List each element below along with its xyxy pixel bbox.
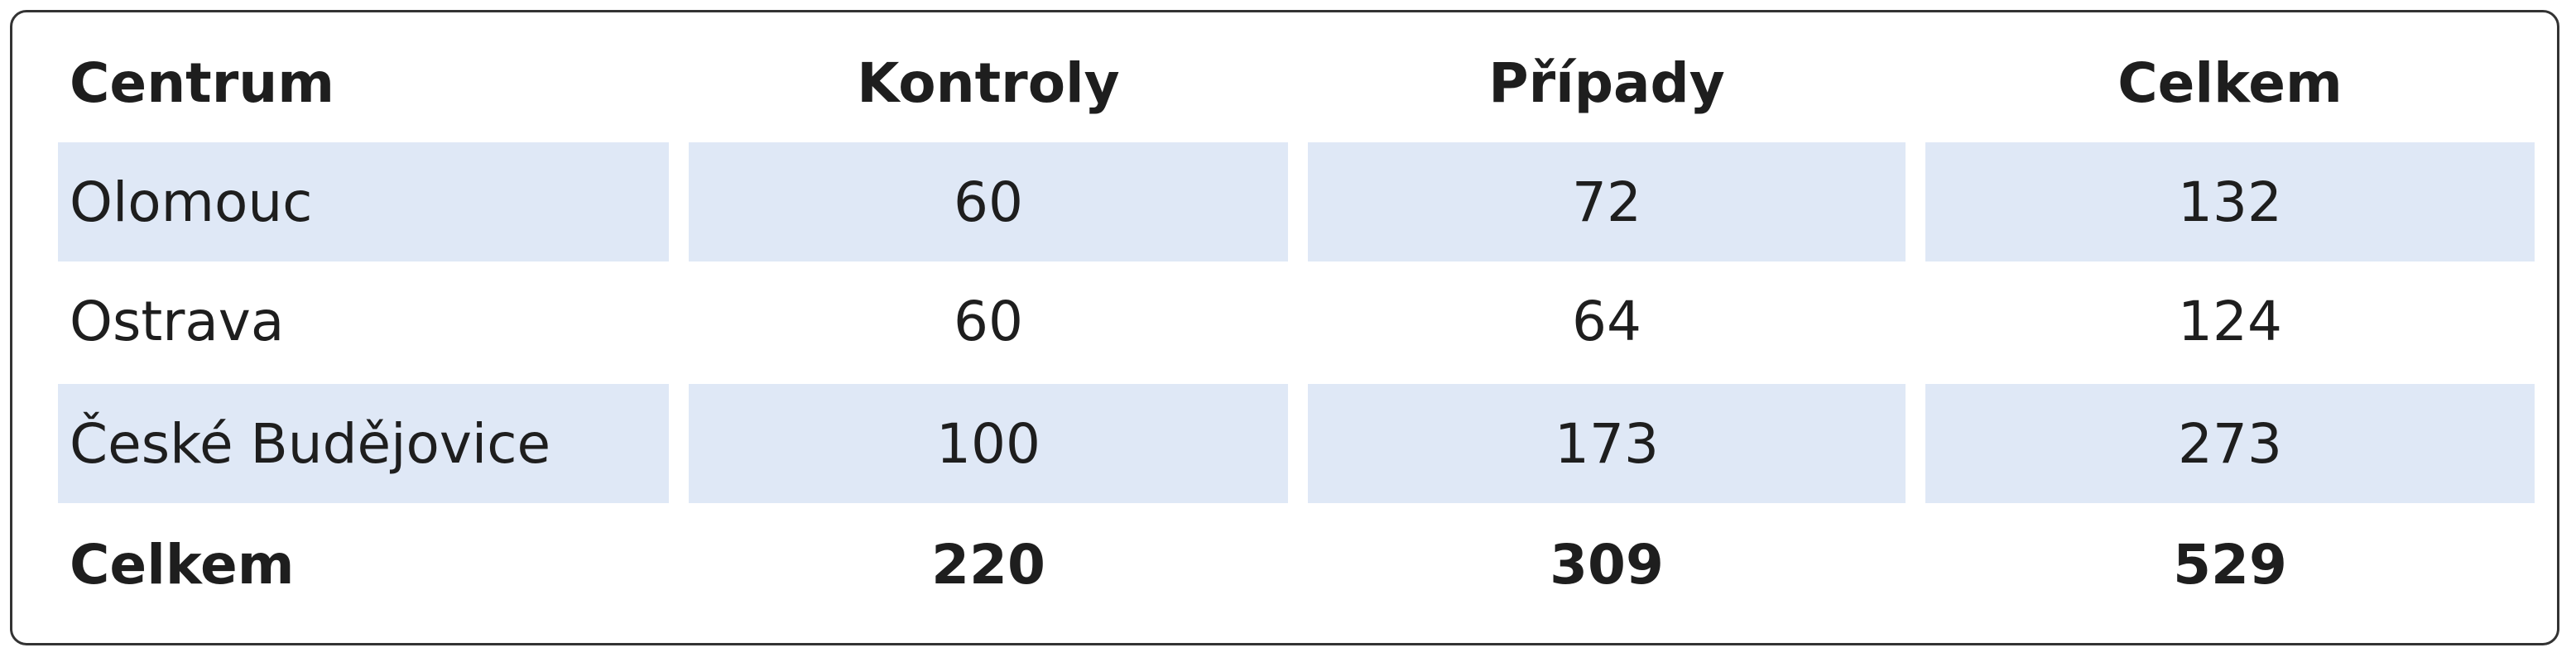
value-cell: 64 (1572, 289, 1641, 353)
value-cell: 72 (1308, 142, 1906, 261)
header-cell: Celkem (2117, 50, 2343, 115)
value-cell: 60 (954, 289, 1023, 353)
row-label: Ostrava (70, 289, 285, 353)
value-cell: 309 (1550, 532, 1664, 597)
table-frame (10, 10, 2559, 645)
value-cell: 220 (931, 532, 1045, 597)
row-label: České Budějovice (58, 384, 669, 503)
value-cell: 273 (1925, 384, 2535, 503)
value-cell: 60 (689, 142, 1288, 261)
header-cell: Kontroly (857, 50, 1120, 115)
row-label: Celkem (70, 532, 295, 597)
value-cell: 100 (689, 384, 1288, 503)
header-cell: Centrum (70, 50, 335, 115)
value-cell: 529 (2173, 532, 2287, 597)
header-cell: Případy (1488, 50, 1725, 115)
value-cell: 124 (2178, 289, 2282, 353)
row-label: Olomouc (58, 142, 669, 261)
value-cell: 173 (1308, 384, 1906, 503)
value-cell: 132 (1925, 142, 2535, 261)
